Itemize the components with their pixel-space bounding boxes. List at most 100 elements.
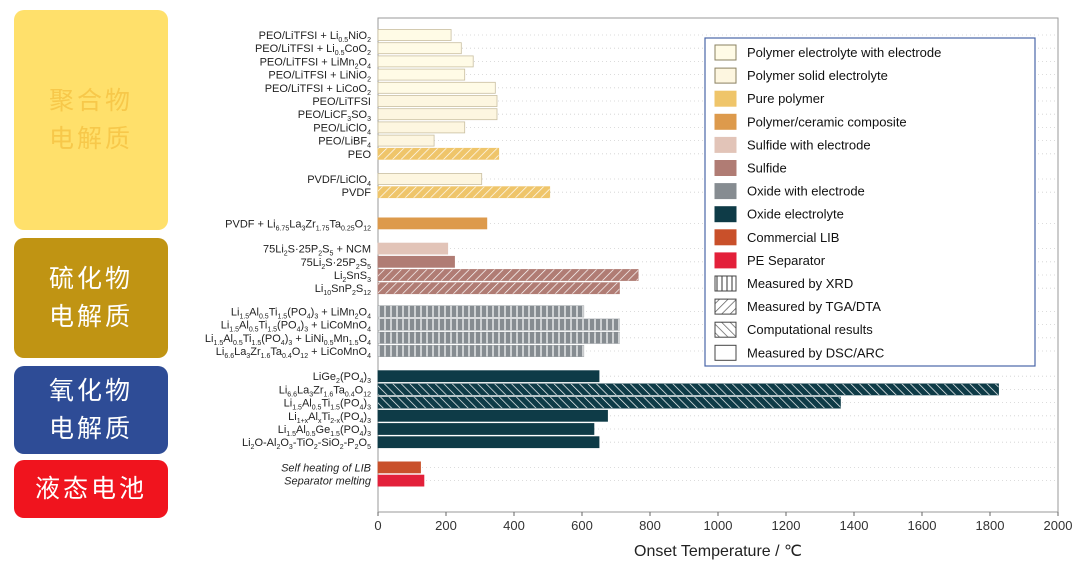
tick-label-x: 200 (435, 518, 457, 533)
legend-swatch (714, 44, 737, 61)
bar (377, 173, 483, 185)
tick-label-x: 600 (571, 518, 593, 533)
tick-label-x: 1800 (976, 518, 1005, 533)
tick-label-y: PVDF + Li6.75La3Zr1.75Ta0.25O12 (225, 218, 371, 232)
tick-label-x: 1000 (704, 518, 733, 533)
bar (377, 409, 608, 422)
bar (377, 42, 462, 55)
bar-pattern (378, 148, 499, 160)
legend-swatch (714, 90, 737, 107)
bar-pattern (378, 186, 550, 198)
tick-label-y: Li6.6La3Zr1.6Ta0.4O12 (279, 384, 371, 398)
tick-label-y: Li1.5Al0.5Ti1.5(PO4)3 + LiCoMnO4 (221, 320, 371, 334)
legend-swatch (714, 113, 737, 130)
legend-swatch (714, 298, 737, 315)
bar-pattern (378, 345, 584, 357)
group-label-0: 聚合物 电解质 (14, 10, 168, 230)
tick-label-y: Separator melting (284, 476, 372, 488)
group-label-3: 液态电池 (14, 460, 168, 518)
tick-label-x: 0 (374, 518, 381, 533)
tick-label-y: Li6.6La3Zr1.6Ta0.4O12 + LiCoMnO4 (216, 346, 371, 360)
tick-label-y: Li1.5Al0.5Ge1.5(PO4)3 (278, 424, 371, 438)
tick-label-y: PEO/LiClO4 (313, 122, 371, 136)
tick-label-x: 1200 (772, 518, 801, 533)
tick-label-y: 75Li2S·25P2S5 (301, 257, 372, 271)
legend-swatch (714, 229, 737, 246)
tick-label-y: Li10SnP2S12 (315, 283, 371, 297)
bar (377, 370, 600, 383)
bar (377, 423, 595, 435)
legend-swatch (714, 275, 737, 292)
bar (377, 121, 466, 134)
tick-label-x: 1600 (908, 518, 937, 533)
tick-label-x: 1400 (840, 518, 869, 533)
tick-label-y: Li1+xAlxTi2-x(PO4)3 (288, 411, 371, 425)
tick-label-y: PEO/LiTFSI + Li0.5CoO2 (255, 43, 371, 57)
legend-swatch (714, 160, 737, 176)
bar-pattern (378, 305, 584, 317)
tick-label-y: PEO/LiTFSI + LiMn2O4 (260, 56, 372, 70)
legend-swatch (714, 67, 737, 84)
tick-label-y: PVDF/LiClO4 (307, 174, 371, 188)
bar (377, 55, 474, 68)
tick-label-y: PEO/LiTFSI + Li0.5NiO2 (259, 30, 371, 44)
legend-label: Measured by DSC/ARC (747, 345, 884, 360)
legend-label: Polymer solid electrolyte (747, 68, 888, 83)
legend-label: Oxide with electrode (747, 184, 865, 199)
bar-pattern (378, 282, 620, 294)
bar (377, 95, 498, 107)
tick-label-y: Li1.5Al0.5Ti1.5(PO4)3 + LiMn2O4 (231, 306, 371, 320)
legend-label: Sulfide with electrode (747, 137, 871, 152)
tick-label-y: PVDF (342, 187, 372, 199)
bar (377, 242, 449, 255)
tick-label-x: 400 (503, 518, 525, 533)
group-label-2: 氧化物 电解质 (14, 366, 168, 454)
group-label-1: 硫化物 电解质 (14, 238, 168, 358)
legend-label: Commercial LIB (747, 230, 839, 245)
bar-pattern (378, 319, 620, 331)
bar (377, 255, 455, 268)
bar (377, 81, 496, 94)
tick-label-y: Self heating of LIB (281, 462, 371, 474)
tick-label-y: Li1.5Al0.5Ti1.5(PO4)3 (284, 398, 371, 412)
bar-pattern (378, 383, 999, 395)
legend-label: Pure polymer (747, 91, 825, 106)
bar (377, 68, 466, 81)
legend-label: Oxide electrolyte (747, 207, 844, 222)
legend-label: Sulfide (747, 161, 787, 176)
tick-label-y: PEO/LiCF3SO3 (298, 109, 371, 123)
bar-pattern (378, 269, 639, 281)
legend-label: Polymer/ceramic composite (747, 114, 907, 129)
x-axis-label: Onset Temperature / ℃ (634, 543, 802, 560)
legend-box (704, 37, 1036, 367)
legend-label: Polymer electrolyte with electrode (747, 45, 941, 60)
bar (377, 217, 488, 230)
legend-label: PE Separator (747, 253, 826, 268)
legend-label: Measured by XRD (747, 276, 853, 291)
bar (377, 461, 421, 474)
legend-swatch (714, 183, 737, 200)
tick-label-y: 75Li2S·25P2S5 + NCM (263, 244, 371, 258)
tick-label-y: Li2SnS3 (334, 270, 371, 284)
legend-swatch (714, 136, 737, 153)
legend-swatch (714, 252, 737, 269)
bar-pattern (378, 332, 620, 344)
tick-label-x: 2000 (1044, 518, 1073, 533)
tick-label-y: PEO (348, 149, 372, 161)
tick-label-y: PEO/LiTFSI + LiNiO2 (268, 70, 371, 84)
bar (377, 29, 452, 41)
legend-swatch (714, 321, 737, 338)
legend-swatch (714, 344, 737, 361)
tick-label-y: PEO/LiTFSI + LiCoO2 (265, 83, 371, 97)
bar (377, 108, 498, 121)
tick-label-x: 800 (639, 518, 661, 533)
tick-label-y: PEO/LiTFSI (312, 96, 371, 108)
bar-pattern (378, 397, 841, 409)
bar (377, 474, 425, 487)
legend-label: Measured by TGA/DTA (747, 299, 881, 314)
legend-label: Computational results (747, 322, 873, 337)
tick-label-y: LiGe2(PO4)3 (313, 371, 371, 385)
bar (377, 436, 600, 449)
legend-swatch (714, 206, 737, 223)
